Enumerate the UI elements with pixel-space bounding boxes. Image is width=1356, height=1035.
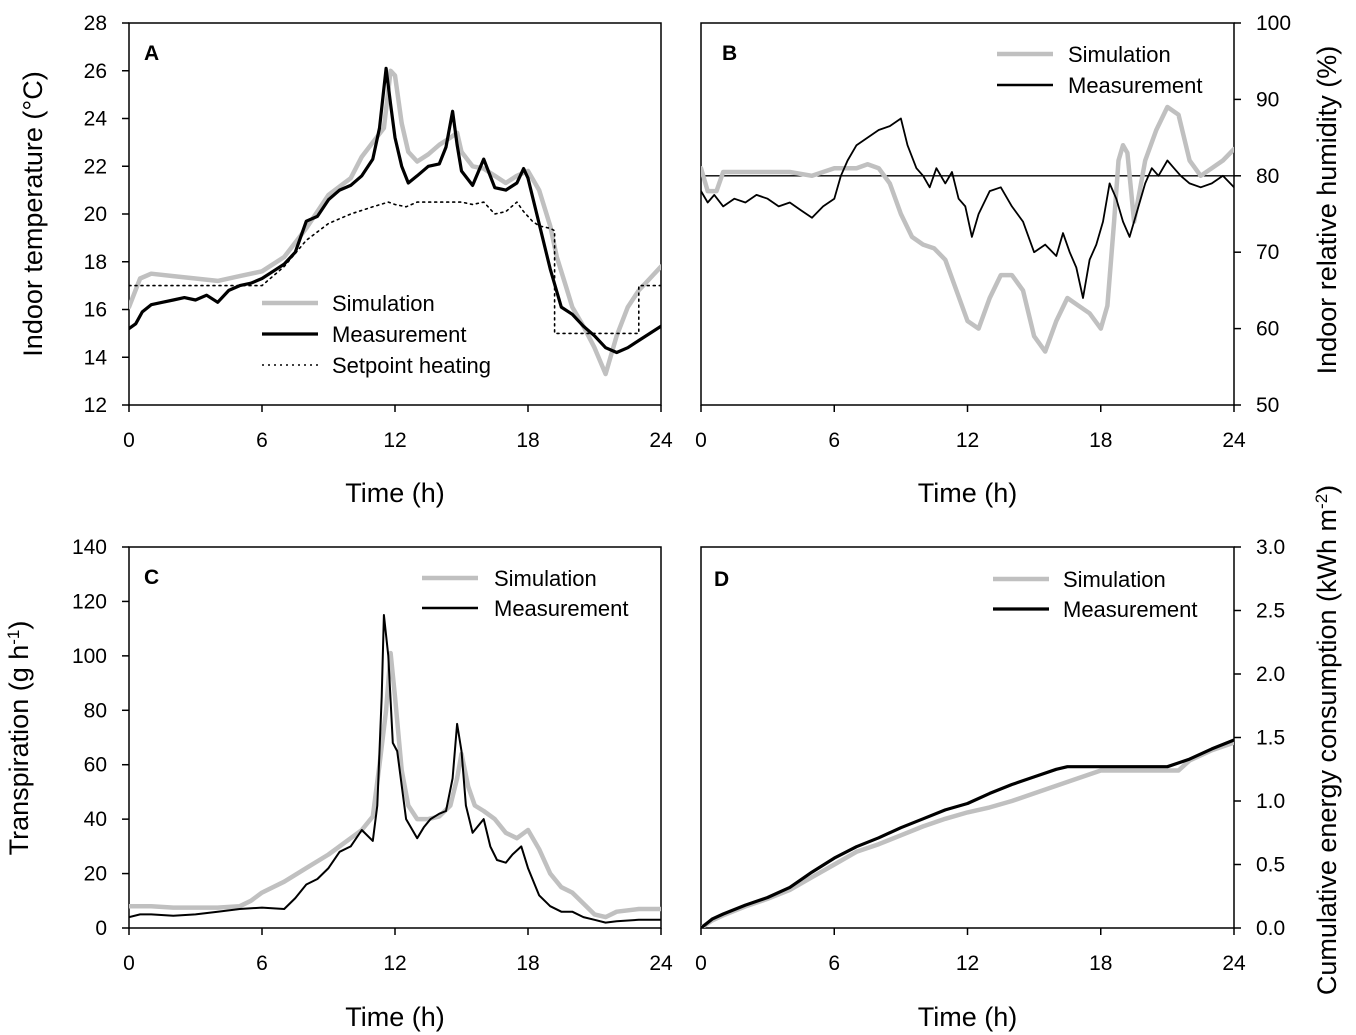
y-tick-label: 60 [1256,318,1279,341]
panel-c: 0 6 12 18 24 0 20 40 60 80 100 120 140 Simulation Meas… [4,536,673,1032]
y-tick-label: 90 [1256,88,1279,111]
y-tick-label: 24 [84,108,108,131]
y-tick-label: 40 [84,808,107,831]
y-tick-label: 50 [1256,394,1279,417]
series-sim [129,650,661,920]
legend-label: Simulation [1068,42,1171,67]
x-tick-label: 18 [1089,952,1112,975]
y-tick-label: 20 [84,863,107,886]
x-axis-label: Time (h) [918,478,1018,508]
panel-d: 0 6 12 18 24 0.0 0.5 1.0 1.5 2.0 2.5 3.0 Simulation M… [695,485,1342,1032]
series-sim [701,104,1234,354]
y-tick-label: 100 [72,645,107,668]
panel-letter: C [144,566,159,589]
y-tick-label: 22 [84,155,107,178]
x-axis-label: Time (h) [345,478,445,508]
y-tick-label: 2.5 [1256,600,1285,623]
panel-letter: B [722,42,737,65]
y-tick-label: 3.0 [1256,536,1285,559]
x-tick-label: 18 [1089,429,1112,452]
x-axis-label: Time (h) [918,1002,1018,1032]
x-tick-label: 6 [256,952,268,975]
x-tick-label: 12 [383,952,406,975]
y-tick-label: 2.0 [1256,663,1285,686]
legend-label: Simulation [494,566,597,591]
x-tick-label: 24 [649,952,673,975]
y-tick-label: 26 [84,60,107,83]
y-tick-label: 14 [84,346,108,369]
y-tick-label: 100 [1256,12,1291,35]
y-axis-label: Cumulative energy consumption (kWh m-2) [1312,485,1343,995]
x-axis-label: Time (h) [345,1002,445,1032]
x-tick-label: 6 [828,429,840,452]
y-tick-label: 0.0 [1256,917,1285,940]
y-tick-label: 16 [84,299,107,322]
legend-label: Simulation [1063,567,1166,592]
series-meas [129,66,661,355]
x-tick-label: 18 [516,952,539,975]
legend-label: Setpoint heating [332,353,491,378]
legend-label: Measurement [494,596,629,621]
y-tick-label: 120 [72,590,107,613]
y-tick-label: 0 [95,917,107,940]
x-tick-label: 0 [123,952,135,975]
panel-a: 0 6 12 18 24 12 14 16 18 20 22 24 26 28 Simulation Meas… [18,12,673,508]
x-tick-label: 12 [956,429,979,452]
x-tick-label: 18 [516,429,539,452]
panel-letter: D [714,568,729,591]
x-tick-label: 12 [383,429,406,452]
y-axis-label: Indoor relative humidity (%) [1312,46,1342,375]
y-tick-label: 70 [1256,241,1279,264]
x-tick-label: 0 [123,429,135,452]
x-tick-label: 24 [649,429,673,452]
x-tick-label: 6 [828,952,840,975]
x-tick-label: 0 [695,429,707,452]
y-axis-label: Transpiration (g h-1) [4,621,35,856]
legend-label: Measurement [332,322,467,347]
x-tick-label: 6 [256,429,268,452]
y-tick-label: 28 [84,12,107,35]
x-tick-label: 0 [695,952,707,975]
y-tick-label: 60 [84,754,107,777]
panel-b: 0 6 12 18 24 50 60 70 80 90 100 Simulation Measureme… [695,12,1342,508]
series-meas [701,117,1234,299]
y-tick-label: 18 [84,251,107,274]
y-tick-label: 12 [84,394,107,417]
y-tick-label: 140 [72,536,107,559]
series-meas [701,738,1234,928]
y-tick-label: 1.5 [1256,727,1285,750]
y-tick-label: 20 [84,203,107,226]
y-tick-label: 80 [84,699,107,722]
legend-label: Measurement [1068,73,1203,98]
x-tick-label: 12 [956,952,979,975]
series-meas [129,614,661,924]
y-tick-label: 1.0 [1256,790,1285,813]
series-sim [701,740,1234,928]
y-tick-label: 0.5 [1256,854,1285,877]
x-tick-label: 24 [1222,952,1246,975]
legend-label: Measurement [1063,597,1198,622]
x-tick-label: 24 [1222,429,1246,452]
y-axis-label: Indoor temperature (°C) [18,71,48,356]
y-tick-label: 80 [1256,165,1279,188]
series-set [129,201,661,335]
panel-letter: A [144,42,159,65]
legend-label: Simulation [332,291,435,316]
